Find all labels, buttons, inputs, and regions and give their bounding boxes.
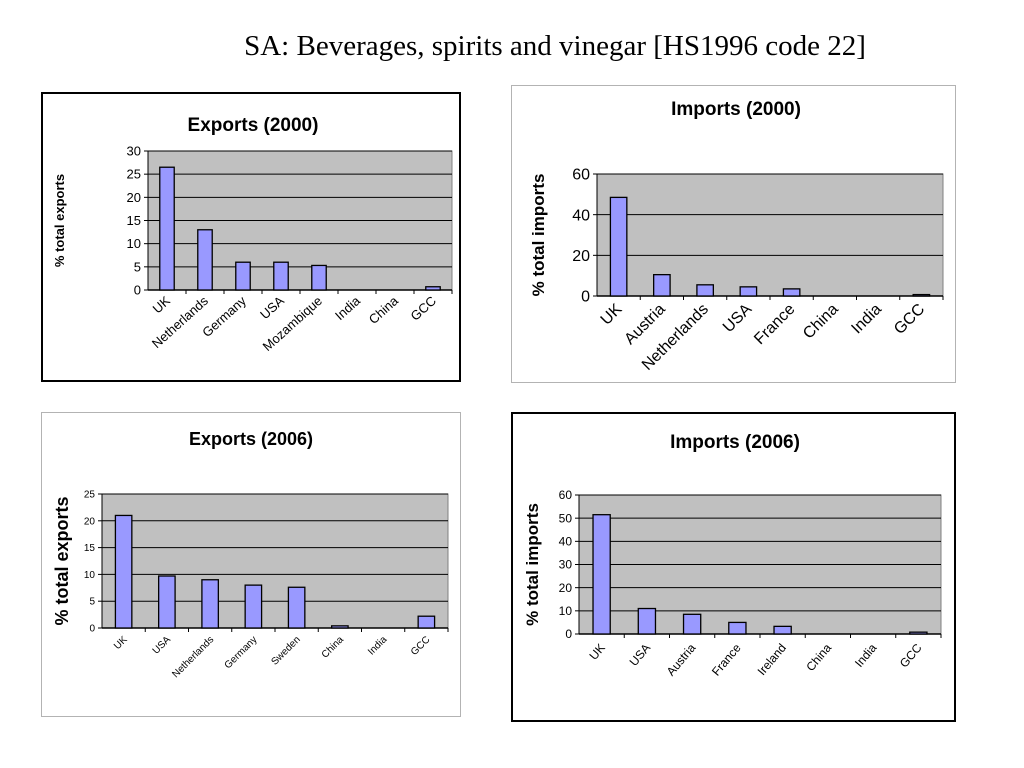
- x-tick-label: USA: [627, 641, 654, 669]
- x-tick-label: Austria: [664, 641, 699, 679]
- bar-uk: [609, 196, 628, 297]
- bar-sweden: [287, 586, 306, 629]
- y-tick-label: 25: [84, 490, 96, 501]
- bar-netherlands: [197, 229, 213, 291]
- y-tick-label: 50: [559, 511, 573, 525]
- x-tick-label: UK: [598, 301, 626, 329]
- x-tick-label: Netherlands: [170, 634, 216, 680]
- bar-germany: [235, 261, 251, 291]
- bar-austria: [682, 613, 702, 635]
- bar-ireland: [773, 625, 792, 635]
- x-tick-label: USA: [257, 293, 287, 322]
- y-tick-label: 0: [565, 627, 572, 641]
- y-tick-label: 40: [572, 207, 590, 224]
- chart-exports-2006: Exports (2006) % total exports 0 5 10 15 20 25 U…: [52, 429, 449, 680]
- x-tick-label: China: [366, 293, 402, 327]
- y-tick-label: 15: [127, 213, 141, 228]
- y-tick-label: 0: [89, 624, 95, 635]
- bar-usa: [158, 575, 176, 629]
- chart-panel-imports-2006: Imports (2006) % total imports 0 10 20 30 40 50…: [511, 412, 956, 722]
- x-tick-label: USA: [151, 634, 174, 657]
- chart-panel-exports-2006: Exports (2006) % total exports 0 5 10 15 20 25 U…: [41, 412, 461, 717]
- y-tick-label: 20: [572, 248, 590, 265]
- bar-gcc: [912, 293, 931, 297]
- y-tick-label: 30: [127, 144, 141, 159]
- x-tick-label: USA: [720, 301, 756, 337]
- y-tick-label: 60: [559, 488, 573, 502]
- y-tick-label: 30: [559, 558, 573, 572]
- bar-france: [728, 621, 747, 635]
- bar-netherlands: [201, 579, 219, 629]
- y-tick-label: 10: [559, 604, 573, 618]
- bar-usa: [637, 607, 657, 635]
- x-tick-label: India: [848, 301, 885, 338]
- y-axis-label: % total imports: [529, 174, 548, 297]
- x-tick-label: GCC: [408, 293, 440, 323]
- x-tick-label: Ireland: [755, 641, 789, 678]
- y-axis-label: % total exports: [52, 174, 67, 267]
- bar-china: [331, 625, 349, 629]
- x-tick-label: GCC: [897, 641, 925, 671]
- bar-austria: [653, 273, 671, 297]
- y-tick-label: 40: [559, 535, 573, 549]
- x-tick-label: India: [366, 634, 389, 657]
- y-tick-label: 5: [134, 259, 141, 274]
- bar-mozambique: [311, 264, 327, 291]
- y-tick-label: 25: [127, 167, 141, 182]
- x-tick-label: India: [852, 641, 880, 670]
- y-tick-label: 10: [127, 236, 141, 251]
- y-axis-label: % total exports: [52, 496, 72, 625]
- bar-france: [782, 288, 801, 297]
- bar-usa: [739, 286, 758, 297]
- y-tick-label: 0: [581, 289, 590, 306]
- x-tick-label: UK: [586, 641, 607, 663]
- x-tick-label: GCC: [409, 634, 433, 658]
- bar-gcc: [909, 631, 928, 635]
- x-tick-label: China: [800, 301, 842, 343]
- chart-imports-2000: Imports (2000)% total imports0204060UKAu…: [529, 99, 944, 374]
- bar-gcc: [417, 615, 436, 629]
- bar-uk: [159, 166, 175, 291]
- y-tick-label: 0: [134, 283, 141, 298]
- y-tick-label: 20: [84, 516, 96, 527]
- chart-exports-2000: Exports (2000) % total exports 0 5 10 15 20 25 3…: [52, 115, 453, 354]
- x-tick-label: UK: [112, 634, 130, 652]
- x-tick-label: India: [332, 293, 364, 324]
- bar-netherlands: [696, 284, 714, 297]
- x-tick-label: China: [803, 641, 834, 674]
- y-axis-label: % total imports: [523, 503, 542, 626]
- plot-area: [101, 493, 449, 629]
- chart-imports-2006: Imports (2006) % total imports 0 10 20 30 40 50…: [523, 432, 942, 679]
- y-tick-label: 20: [559, 581, 573, 595]
- bar-germany: [244, 584, 263, 629]
- bar-gcc: [425, 286, 441, 291]
- chart-title: Exports (2000): [188, 115, 319, 136]
- bar-uk: [592, 514, 611, 635]
- y-tick-label: 5: [89, 597, 95, 608]
- y-tick-label: 20: [127, 190, 141, 205]
- plot-area: [596, 173, 944, 297]
- chart-title: Imports (2006): [670, 432, 800, 453]
- y-tick-label: 15: [84, 543, 96, 554]
- chart-panel-imports-2000: Imports (2000)% total imports 0 20 40 60 UK Au…: [511, 85, 956, 383]
- chart-title: Imports (2000): [671, 99, 801, 120]
- slide-title: SA: Beverages, spirits and vinegar [HS19…: [244, 30, 866, 62]
- x-tick-label: France: [709, 641, 744, 679]
- y-tick-label: 10: [84, 570, 96, 581]
- bar-usa: [273, 261, 289, 291]
- bar-uk: [114, 514, 133, 629]
- chart-panel-exports-2000: Exports (2000) % total exports 0 5 10 15 20 25 3…: [41, 92, 461, 382]
- x-tick-label: Germany: [223, 634, 260, 671]
- x-tick-label: China: [320, 634, 347, 661]
- x-tick-label: Sweden: [269, 634, 302, 667]
- x-tick-label: UK: [150, 293, 174, 316]
- x-tick-label: GCC: [891, 301, 928, 338]
- chart-title: Exports (2006): [189, 429, 313, 449]
- x-tick-label: France: [751, 301, 798, 348]
- y-tick-label: 60: [572, 167, 590, 184]
